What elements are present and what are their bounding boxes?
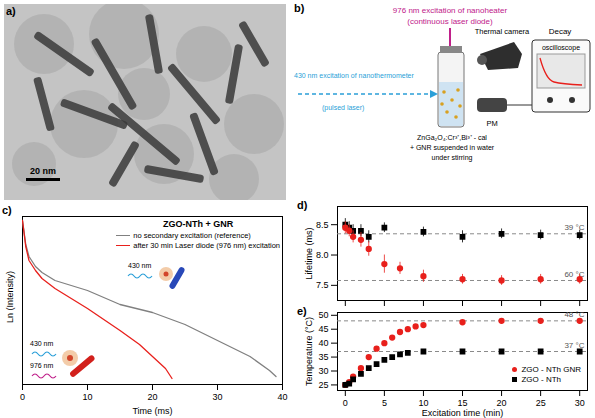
svg-text:37 °C: 37 °C	[564, 341, 585, 351]
svg-text:430 nm: 430 nm	[128, 262, 152, 269]
html-text:no secondary excitation (refer: no secondary excitation (reference)	[133, 231, 251, 240]
svg-text:0: 0	[20, 392, 25, 402]
svg-text:35: 35	[318, 352, 328, 362]
svg-text:20 nm: 20 nm	[30, 166, 56, 176]
svg-text:15: 15	[457, 398, 467, 408]
svg-text:8.0: 8.0	[316, 250, 329, 260]
svg-text:10: 10	[82, 392, 92, 402]
svg-text:8.5: 8.5	[316, 220, 329, 230]
svg-text:Temperature (°C): Temperature (°C)	[304, 317, 314, 386]
svg-text:39 °C: 39 °C	[564, 223, 584, 232]
svg-text:10: 10	[418, 398, 428, 408]
svg-text:25: 25	[318, 380, 328, 390]
html-text:d): d)	[297, 199, 308, 211]
html-text:b): b)	[294, 2, 305, 14]
svg-text:60 °C: 60 °C	[564, 270, 585, 279]
svg-text:45: 45	[318, 324, 328, 334]
svg-text:48 °C: 48 °C	[564, 310, 584, 319]
svg-text:20: 20	[497, 398, 507, 408]
svg-text:0: 0	[343, 398, 348, 408]
html-text:after 30 min Laser diode (976: after 30 min Laser diode (976 nm) excita…	[133, 241, 280, 250]
svg-text:Thermal camera: Thermal camera	[475, 27, 530, 36]
svg-text:+ GNR suspended in water: + GNR suspended in water	[410, 144, 495, 152]
html-text:a): a)	[6, 5, 16, 17]
svg-text:30: 30	[575, 398, 585, 408]
html-text:Ln (Intensity): Ln (Intensity)	[5, 271, 15, 323]
svg-text:976 nm: 976 nm	[30, 362, 54, 369]
svg-text:under stirring: under stirring	[432, 154, 473, 162]
svg-text:Time (ms): Time (ms)	[132, 406, 172, 416]
svg-text:Excitation time (min): Excitation time (min)	[422, 408, 504, 418]
svg-text:oscilloscope: oscilloscope	[542, 44, 580, 52]
html-text:ZGO - NTh: ZGO - NTh	[521, 375, 561, 384]
svg-text:(pulsed laser): (pulsed laser)	[322, 104, 364, 112]
svg-text:(continuous laser diode): (continuous laser diode)	[407, 17, 493, 26]
svg-text:976 nm excitation of nanoheate: 976 nm excitation of nanoheater	[393, 6, 508, 15]
html-text:ZGO-NTh + GNR: ZGO-NTh + GNR	[163, 219, 234, 229]
svg-text:40: 40	[277, 392, 287, 402]
svg-text:25: 25	[536, 398, 546, 408]
html-text:c): c)	[2, 204, 12, 216]
svg-text:50: 50	[318, 310, 328, 320]
svg-text:5: 5	[382, 398, 387, 408]
svg-text:Decay: Decay	[549, 27, 572, 36]
html-text:e): e)	[297, 305, 307, 317]
svg-text:7.5: 7.5	[316, 280, 329, 290]
svg-text:Lifetime (ms): Lifetime (ms)	[304, 227, 314, 279]
svg-text:430 nm excitation of nanotherm: 430 nm excitation of nanothermometer	[294, 72, 415, 79]
html-text:ZGO - NTh GNR: ZGO - NTh GNR	[521, 365, 581, 374]
svg-text:PM: PM	[486, 119, 497, 128]
svg-text:30: 30	[318, 366, 328, 376]
svg-text:40: 40	[318, 338, 328, 348]
svg-text:20: 20	[147, 392, 157, 402]
svg-text:30: 30	[212, 392, 222, 402]
svg-text:ZnGa₂O₄:Cr³⁺,Bi³⁺ - cal: ZnGa₂O₄:Cr³⁺,Bi³⁺ - cal	[417, 134, 487, 141]
svg-text:430 nm: 430 nm	[30, 340, 54, 347]
